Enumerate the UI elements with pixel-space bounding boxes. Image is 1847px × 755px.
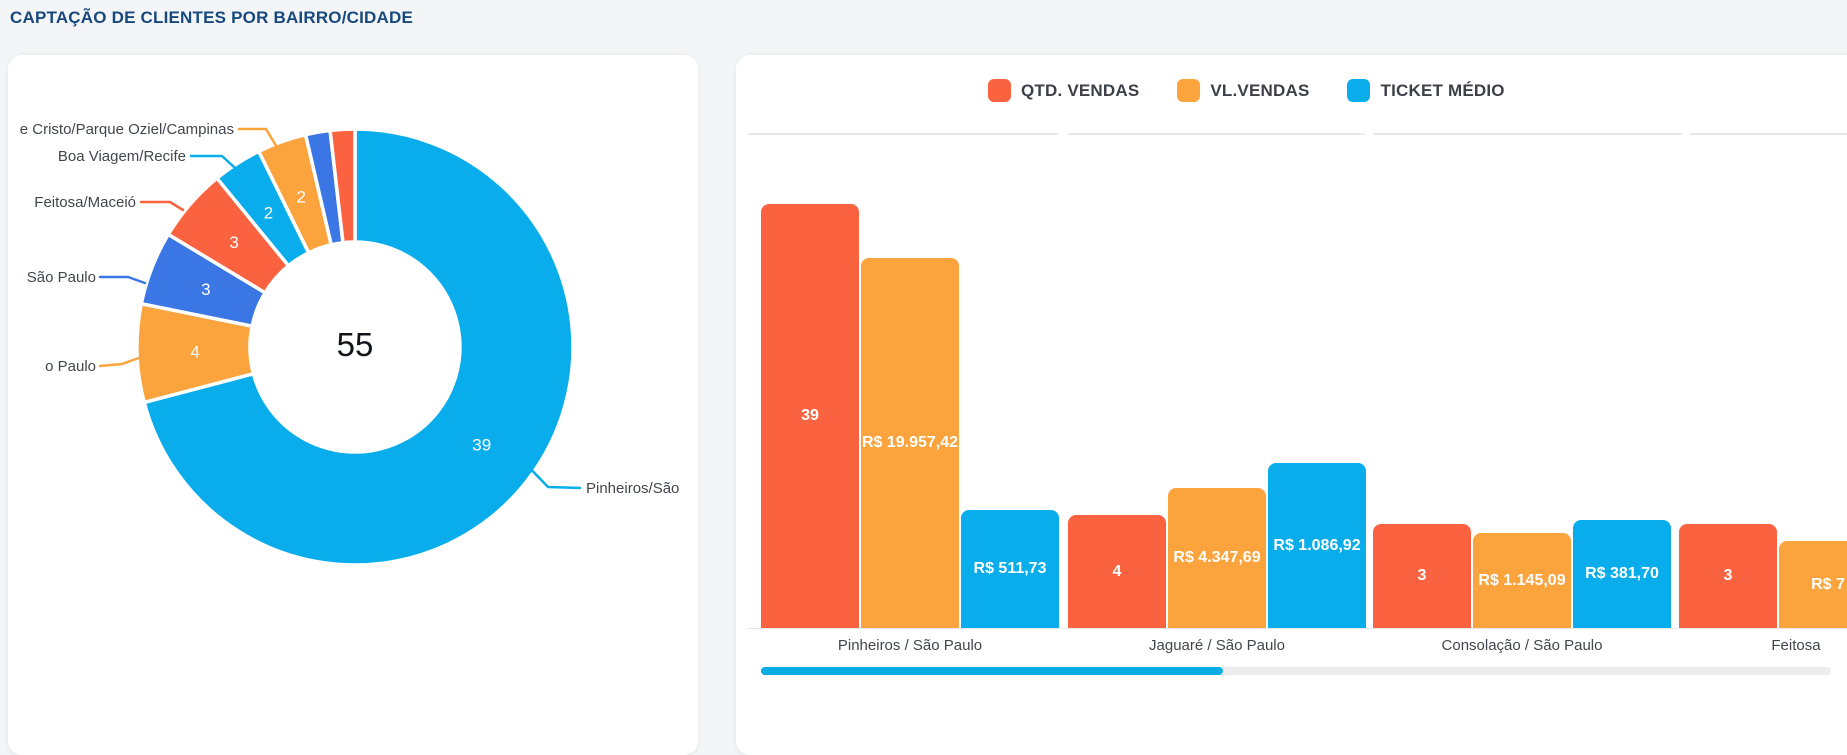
donut-slice-value: 3 bbox=[201, 280, 210, 299]
bar-series2-group0[interactable]: R$ 511,73 bbox=[961, 510, 1059, 628]
donut-slice-value: 2 bbox=[296, 187, 305, 206]
x-axis-line bbox=[748, 628, 1847, 629]
bar-series1-group1[interactable]: R$ 4.347,69 bbox=[1168, 488, 1266, 628]
bar-series1-group3[interactable]: R$ 7 bbox=[1779, 541, 1847, 628]
donut-callout-line bbox=[98, 356, 141, 368]
group-separator-line bbox=[748, 133, 1058, 135]
bar-value-label: 3 bbox=[1417, 567, 1427, 584]
donut-callout-label: Pinheiros/São bbox=[586, 480, 679, 497]
bar-value-label: R$ 1.145,09 bbox=[1478, 571, 1566, 589]
legend-item-1[interactable]: VL.VENDAS bbox=[1177, 79, 1309, 102]
legend-swatch-icon bbox=[1347, 79, 1371, 102]
bar-value-label: R$ 381,70 bbox=[1585, 565, 1659, 582]
bar-value-label: R$ 4.347,69 bbox=[1173, 549, 1261, 566]
donut-callout-label: Boa Viagem/Recife bbox=[58, 148, 186, 165]
donut-chart-card: 39 4 3 3 2 2 Pinheiros/São o Paulo São Paulo Feit… bbox=[8, 55, 698, 755]
bar-value-label: 39 bbox=[801, 407, 819, 424]
donut-callout-label: Feitosa/Maceió bbox=[34, 194, 136, 211]
legend-item-2[interactable]: TICKET MÉDIO bbox=[1347, 79, 1505, 102]
scrollbar-thumb[interactable] bbox=[761, 667, 1223, 675]
bar-value-label: 3 bbox=[1723, 567, 1733, 584]
donut-callout-label: São Paulo bbox=[27, 269, 96, 286]
donut-chart: 39 4 3 3 2 2 Pinheiros/São o Paulo São Paulo Feit… bbox=[20, 121, 679, 567]
page-title: CAPTAÇÃO DE CLIENTES POR BAIRRO/CIDADE bbox=[10, 8, 414, 27]
donut-callout-label: e Cristo/Parque Oziel/Campinas bbox=[20, 121, 234, 138]
bar-series0-group3[interactable]: 3 bbox=[1679, 524, 1777, 628]
bar-series0-group2[interactable]: 3 bbox=[1373, 524, 1471, 628]
bar-series1-group0[interactable]: R$ 19.957,42 bbox=[861, 258, 959, 628]
donut-slice-value: 3 bbox=[229, 233, 238, 252]
bar-series2-group2[interactable]: R$ 381,70 bbox=[1573, 520, 1671, 628]
category-label: Jaguaré / São Paulo bbox=[1149, 637, 1285, 654]
bar-value-label: R$ 511,73 bbox=[973, 560, 1047, 577]
donut-slice-value: 4 bbox=[190, 343, 199, 362]
group-separator-line bbox=[1373, 133, 1682, 135]
legend-item-label: TICKET MÉDIO bbox=[1380, 80, 1505, 100]
bar-value-label: R$ 7 bbox=[1811, 575, 1845, 593]
bar-series0-group1[interactable]: 4 bbox=[1068, 515, 1166, 628]
donut-callout-line bbox=[518, 456, 582, 490]
donut-slice-7[interactable] bbox=[328, 127, 357, 245]
donut-slice-value: 2 bbox=[264, 203, 273, 222]
category-label: Consolação / São Paulo bbox=[1441, 637, 1603, 654]
donut-center-total: 55 bbox=[336, 326, 374, 363]
group-separator-line bbox=[1068, 133, 1365, 135]
bar-series0-group0[interactable]: 39 bbox=[761, 204, 859, 628]
bar-series1-group2[interactable]: R$ 1.145,09 bbox=[1473, 533, 1571, 628]
donut-callout-label: o Paulo bbox=[45, 358, 96, 375]
group-separator-line bbox=[1690, 133, 1847, 135]
bar-value-label: R$ 19.957,42 bbox=[861, 434, 959, 451]
legend-swatch-icon bbox=[1177, 79, 1201, 102]
legend-item-0[interactable]: QTD. VENDAS bbox=[988, 79, 1139, 102]
donut-slice-0[interactable] bbox=[142, 127, 575, 567]
category-label: Pinheiros / São Paulo bbox=[837, 637, 983, 654]
bar-series2-group1[interactable]: R$ 1.086,92 bbox=[1268, 463, 1366, 628]
bar-chart-card: QTD. VENDAS VL.VENDAS TICKET MÉDIO 39 R$ 19… bbox=[736, 55, 1847, 755]
bar-chart-legend: QTD. VENDAS VL.VENDAS TICKET MÉDIO bbox=[988, 79, 1505, 102]
donut-callout-line bbox=[98, 275, 147, 285]
bar-chart-plot-area: 39 R$ 19.957,42 R$ 511,73 Pinheiros / São P… bbox=[736, 55, 1847, 755]
legend-swatch-icon bbox=[988, 79, 1011, 102]
bar-value-label: 4 bbox=[1112, 562, 1122, 580]
donut-callout-line bbox=[189, 154, 236, 169]
scrollbar-track[interactable] bbox=[761, 667, 1831, 675]
donut-callout-line bbox=[139, 200, 185, 212]
donut-slice-value: 39 bbox=[472, 436, 491, 455]
bar-value-label: R$ 1.086,92 bbox=[1273, 536, 1361, 554]
donut-callout-line bbox=[237, 127, 280, 151]
category-label: Feitosa bbox=[1771, 637, 1821, 654]
legend-item-label: QTD. VENDAS bbox=[1021, 80, 1140, 100]
legend-item-label: VL.VENDAS bbox=[1210, 80, 1310, 100]
